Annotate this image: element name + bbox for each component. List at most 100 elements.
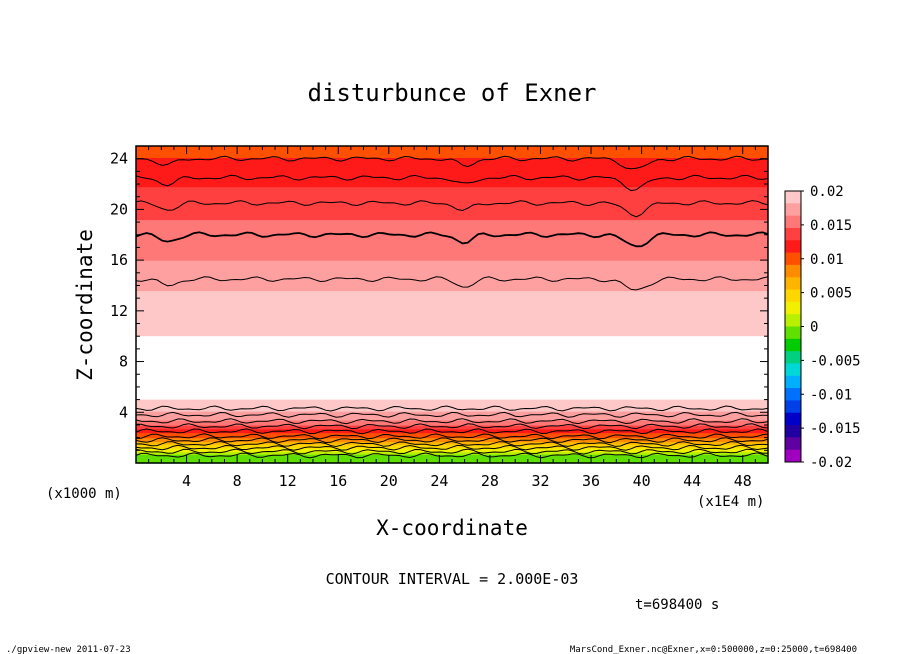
contour-band — [136, 261, 768, 264]
contour-band — [136, 203, 768, 205]
contour-band — [136, 242, 768, 245]
contour-band — [136, 400, 768, 403]
contour-band — [136, 220, 768, 223]
contour-band — [136, 260, 768, 262]
colorbar-label: 0 — [810, 320, 818, 336]
footer-left: ./gpview-new 2011-07-23 — [6, 645, 131, 654]
contour-band — [136, 308, 768, 311]
contour-band — [136, 324, 768, 327]
contour-band — [136, 452, 768, 455]
x-tick-label: 12 — [279, 472, 297, 490]
contour-band — [136, 152, 768, 155]
contour-band — [136, 177, 768, 180]
contour-band — [136, 428, 768, 431]
contour-band — [136, 187, 768, 190]
contour-band — [136, 190, 768, 193]
colorbar-swatch — [785, 203, 801, 217]
contour-band — [136, 151, 768, 153]
contour-band — [136, 405, 768, 408]
x-tick-label: 8 — [233, 472, 242, 490]
colorbar-swatch — [785, 363, 801, 377]
contour-line — [135, 418, 769, 425]
contour-band — [136, 172, 768, 175]
contour-band — [136, 227, 768, 230]
contour-band — [136, 277, 768, 280]
unfilled-band — [136, 336, 768, 400]
footer-right: MarsCond_Exner.nc@Exner,x=0:500000,z=0:2… — [570, 645, 857, 654]
contour-band — [136, 285, 768, 288]
contour-band — [136, 274, 768, 276]
contour-band — [136, 412, 768, 415]
contour-band — [136, 159, 768, 162]
contour-band — [136, 166, 768, 169]
contour-band — [136, 404, 768, 407]
x-tick-label: 40 — [633, 472, 651, 490]
contour-band — [136, 403, 768, 406]
contour-line — [135, 231, 769, 248]
contour-line — [135, 428, 769, 435]
colorbar-label: -0.02 — [810, 455, 852, 471]
contour-band — [136, 402, 768, 405]
colorbar-swatch — [785, 191, 801, 204]
contour-line — [135, 174, 769, 192]
contour-band — [136, 419, 768, 422]
y-tick-label: 4 — [119, 403, 128, 421]
contour-band — [136, 329, 768, 332]
colorbar: 0.02 0.015 0.01 0.005 0 -0.005 -0.01 -0.015 -0.0… — [784, 184, 861, 471]
contour-band — [136, 424, 768, 427]
contour-band — [136, 313, 768, 316]
x-tick-label: 32 — [531, 472, 549, 490]
contour-band — [136, 414, 768, 417]
contour-band — [136, 271, 768, 274]
contour-band — [136, 430, 768, 432]
colorbar-swatch — [785, 252, 801, 266]
colorbar-swatch — [785, 375, 801, 389]
plot-area — [135, 145, 769, 464]
contour-band — [136, 433, 768, 436]
contour-band — [136, 208, 768, 210]
colorbar-swatch — [785, 338, 801, 352]
contour-line — [135, 452, 769, 459]
contour-line — [135, 405, 769, 412]
contour-band — [136, 171, 768, 174]
contour-band — [136, 293, 768, 295]
contour-band — [136, 416, 768, 418]
contour-band — [136, 270, 768, 273]
contour-line — [135, 440, 769, 448]
contour-band — [136, 327, 768, 330]
contour-band — [136, 192, 768, 195]
colorbar-swatch — [785, 314, 801, 327]
colorbar-label: -0.01 — [810, 387, 852, 403]
contour-band — [136, 222, 768, 224]
contour-band — [136, 162, 768, 165]
contour-band — [136, 258, 768, 261]
y-tick-label: 16 — [110, 251, 128, 269]
colorbar-swatch — [785, 388, 801, 401]
contour-band — [136, 399, 768, 402]
colorbar-swatch — [785, 240, 801, 254]
colorbar-swatch — [785, 264, 801, 278]
contour-band — [136, 161, 768, 164]
contour-band — [136, 299, 768, 302]
contour-band — [136, 318, 768, 321]
y-tick-label: 12 — [110, 302, 128, 320]
colorbar-swatch — [785, 301, 801, 315]
colorbar-label: 0.005 — [810, 286, 852, 302]
contour-band — [136, 234, 768, 237]
contour-band — [136, 224, 768, 227]
contour-band — [136, 186, 768, 189]
contour-band — [136, 191, 768, 194]
y-tick-label: 24 — [110, 150, 128, 168]
colorbar-swatch — [785, 351, 801, 364]
contour-band — [136, 280, 768, 283]
contour-band — [136, 229, 768, 232]
contour-band — [136, 196, 768, 199]
contour-band — [136, 307, 768, 309]
contour-band — [136, 326, 768, 328]
contour-band — [136, 294, 768, 297]
contour-band — [136, 304, 768, 307]
contour-band — [136, 200, 768, 203]
contour-band — [136, 206, 768, 209]
contour-band — [136, 156, 768, 159]
contour-band — [136, 209, 768, 212]
